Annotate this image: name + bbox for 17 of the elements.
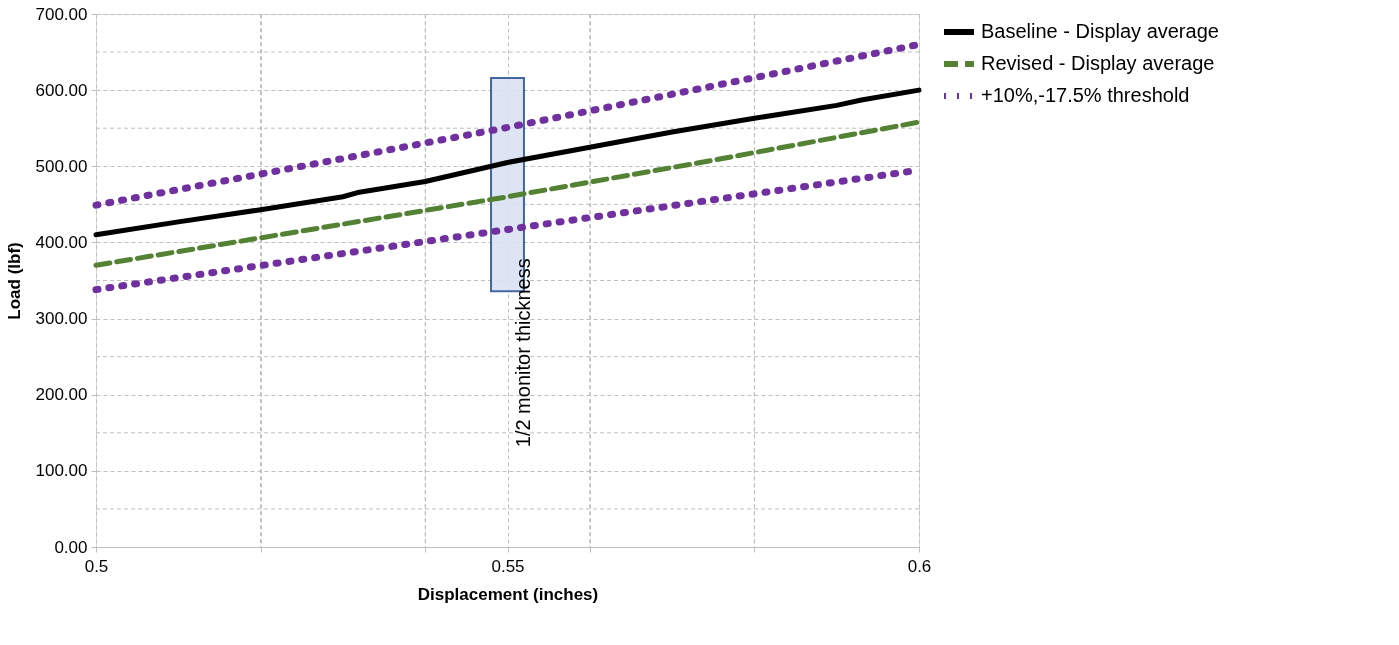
y-tick-label: 400.00 <box>35 232 88 252</box>
band-label: 1/2 monitor thickness <box>511 258 534 448</box>
x-tick-label: 0.55 <box>491 556 525 576</box>
y-axis-title: Load (lbf) <box>4 242 24 320</box>
legend-label: Revised - Display average <box>981 52 1215 74</box>
y-tick-label: 0.00 <box>54 537 88 557</box>
y-tick-label: 100.00 <box>35 461 88 481</box>
y-tick-label: 500.00 <box>35 156 88 176</box>
y-tick-label: 600.00 <box>35 80 88 100</box>
legend-label: +10%,-17.5% threshold <box>981 84 1190 106</box>
x-axis-title: Displacement (inches) <box>417 584 599 604</box>
legend-label: Baseline - Display average <box>981 20 1219 42</box>
x-tick-label: 0.6 <box>907 556 932 576</box>
y-tick-label: 700.00 <box>35 4 88 24</box>
x-tick-label: 0.5 <box>84 556 109 576</box>
y-tick-label: 200.00 <box>35 385 88 405</box>
y-tick-label: 300.00 <box>35 309 88 329</box>
